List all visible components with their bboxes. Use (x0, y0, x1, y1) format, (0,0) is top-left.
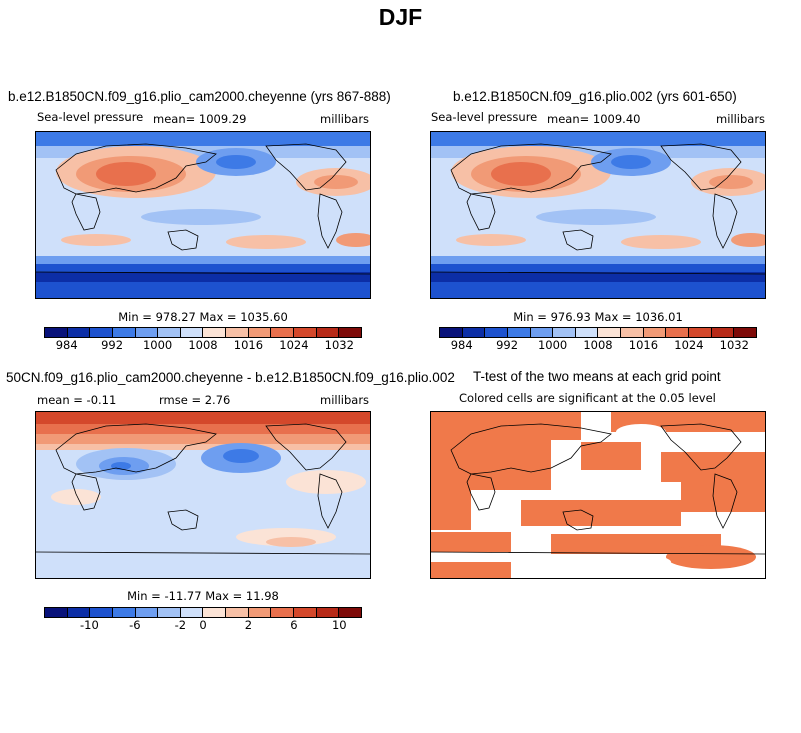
case2-map-field (431, 132, 765, 298)
colorbar-tick: -10 (79, 618, 99, 632)
colorbar-tick: 1008 (188, 338, 218, 352)
ttest-subtitle: Colored cells are significant at the 0.0… (459, 391, 716, 405)
case1-title: b.e12.B1850CN.f09_g16.plio_cam2000.cheye… (8, 89, 391, 104)
diff-minmax: Min = -11.77 Max = 11.98 (127, 589, 279, 603)
case1-minmax: Min = 978.27 Max = 1035.60 (118, 310, 288, 324)
colorbar-tick: 6 (290, 618, 298, 632)
diff-units: millibars (320, 393, 370, 407)
colorbar-tick: 1000 (537, 338, 568, 352)
colorbar-tick: 984 (55, 338, 78, 352)
diff-colorbar-ticks: -10 -6 -2 0 2 6 10 (44, 618, 362, 634)
colorbar-tick: 992 (101, 338, 124, 352)
colorbar-tick: 10 (331, 618, 347, 632)
page-title: DJF (378, 4, 423, 30)
diff-mean: mean = -0.11 (37, 393, 117, 407)
case1-colorbar-ticks: 984 992 1000 1008 1016 1024 1032 (44, 338, 362, 354)
case1-mean: mean= 1009.29 (153, 112, 247, 126)
colorbar-tick: 1008 (583, 338, 613, 352)
case1-colorbar (44, 327, 362, 338)
case1-units: millibars (320, 112, 370, 126)
colorbar-tick: 0 (199, 618, 207, 632)
case1-map-field (36, 132, 370, 298)
diff-rmse: rmse = 2.76 (159, 393, 231, 407)
diff-colorbar (44, 607, 362, 618)
diff-map-field (36, 412, 370, 578)
ttest-map (430, 411, 766, 579)
colorbar-tick: 984 (450, 338, 473, 352)
colorbar-tick: 1024 (674, 338, 704, 352)
colorbar-tick: 1016 (233, 338, 264, 352)
colorbar-tick: 1032 (324, 338, 354, 352)
ttest-map-field (431, 412, 765, 578)
colorbar-tick: 1032 (719, 338, 749, 352)
case2-colorbar (439, 327, 757, 338)
diff-map (35, 411, 371, 579)
case2-minmax: Min = 976.93 Max = 1036.01 (513, 310, 683, 324)
case2-colorbar-ticks: 984 992 1000 1008 1016 1024 1032 (439, 338, 757, 354)
case2-map (430, 131, 766, 299)
colorbar-tick: 2 (244, 618, 253, 632)
case1-map (35, 131, 371, 299)
colorbar-tick: 992 (496, 338, 519, 352)
case1-variable: Sea-level pressure (37, 110, 144, 124)
case2-mean: mean= 1009.40 (547, 112, 641, 126)
diff-title: 50CN.f09_g16.plio_cam2000.cheyenne - b.e… (6, 370, 455, 385)
colorbar-tick: 1016 (628, 338, 659, 352)
colorbar-tick: 1024 (279, 338, 309, 352)
ttest-title: T-test of the two means at each grid poi… (473, 369, 721, 384)
colorbar-tick: -2 (174, 618, 187, 632)
case2-title: b.e12.B1850CN.f09_g16.plio.002 (yrs 601-… (453, 89, 737, 104)
case2-variable: Sea-level pressure (431, 110, 538, 124)
colorbar-tick: 1000 (142, 338, 173, 352)
case2-units: millibars (716, 112, 766, 126)
colorbar-tick: -6 (129, 618, 141, 632)
